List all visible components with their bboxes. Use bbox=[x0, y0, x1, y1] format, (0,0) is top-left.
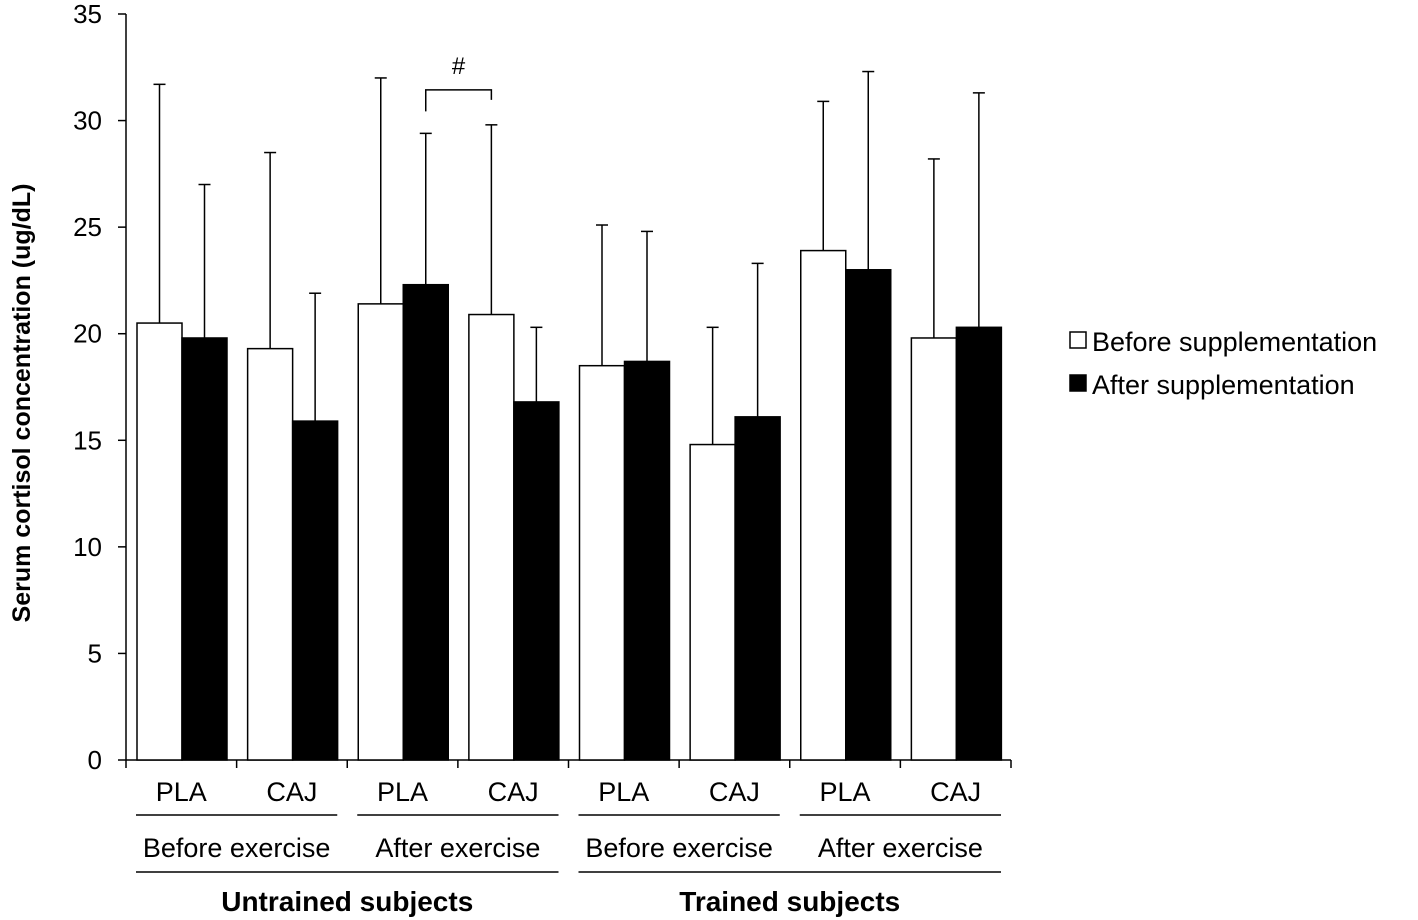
y-tick-label: 15 bbox=[73, 425, 102, 455]
bar-after-supplementation bbox=[513, 401, 560, 761]
bar-before-supplementation bbox=[357, 303, 404, 761]
bar-after-supplementation bbox=[291, 420, 339, 761]
legend-swatch bbox=[1069, 331, 1087, 349]
category-label: CAJ bbox=[930, 777, 981, 807]
bar-after-supplementation bbox=[955, 326, 1003, 761]
axes: 0 5 10 15 20 25 30 35 bbox=[73, 0, 1012, 775]
y-tick-label: 0 bbox=[88, 745, 102, 775]
legend-label: Before supplementation bbox=[1092, 327, 1377, 357]
bar-after-supplementation bbox=[734, 416, 781, 761]
annotations: # bbox=[425, 53, 493, 112]
category-label: PLA bbox=[820, 777, 871, 807]
bar-before-supplementation bbox=[246, 347, 294, 761]
y-axis-label: Serum cortisol concentration (ug/dL) bbox=[8, 184, 36, 623]
legend-swatch bbox=[1069, 374, 1087, 392]
group-label: Before exercise bbox=[143, 833, 331, 863]
group-label: After exercise bbox=[818, 833, 983, 863]
y-tick-label: 25 bbox=[73, 212, 102, 242]
y-tick-label: 35 bbox=[73, 0, 102, 29]
bars bbox=[136, 249, 1003, 761]
subject-label: Trained subjects bbox=[679, 886, 900, 917]
category-label: CAJ bbox=[488, 777, 539, 807]
bar-after-supplementation bbox=[845, 269, 892, 761]
legend: Before supplementation After supplementat… bbox=[1069, 327, 1377, 400]
bar-before-supplementation bbox=[800, 249, 847, 761]
significance-marker: # bbox=[452, 53, 466, 80]
error-bars bbox=[153, 70, 985, 445]
category-label: CAJ bbox=[266, 777, 317, 807]
group-label: After exercise bbox=[375, 833, 540, 863]
y-tick-label: 20 bbox=[73, 319, 102, 349]
bar-before-supplementation bbox=[910, 337, 958, 761]
bar-before-supplementation bbox=[136, 322, 183, 761]
y-tick-label: 10 bbox=[73, 532, 102, 562]
category-label: PLA bbox=[377, 777, 428, 807]
bar-after-supplementation bbox=[181, 337, 228, 761]
category-label: CAJ bbox=[709, 777, 760, 807]
x-axis-labels: PLA CAJ PLA CAJ PLA CAJ PLA CAJ Before exercise A… bbox=[136, 777, 1001, 917]
category-label: PLA bbox=[598, 777, 649, 807]
bar-after-supplementation bbox=[402, 283, 449, 761]
category-label: PLA bbox=[156, 777, 207, 807]
bar-after-supplementation bbox=[623, 360, 671, 761]
bar-before-supplementation bbox=[689, 443, 736, 761]
legend-label: After supplementation bbox=[1092, 370, 1355, 400]
bar-before-supplementation bbox=[578, 364, 626, 761]
y-tick-label: 5 bbox=[88, 638, 102, 668]
subject-label: Untrained subjects bbox=[221, 886, 473, 917]
y-tick-label: 30 bbox=[73, 106, 102, 136]
bar-before-supplementation bbox=[468, 313, 515, 761]
group-label: Before exercise bbox=[585, 833, 773, 863]
significance-bracket bbox=[425, 89, 493, 112]
